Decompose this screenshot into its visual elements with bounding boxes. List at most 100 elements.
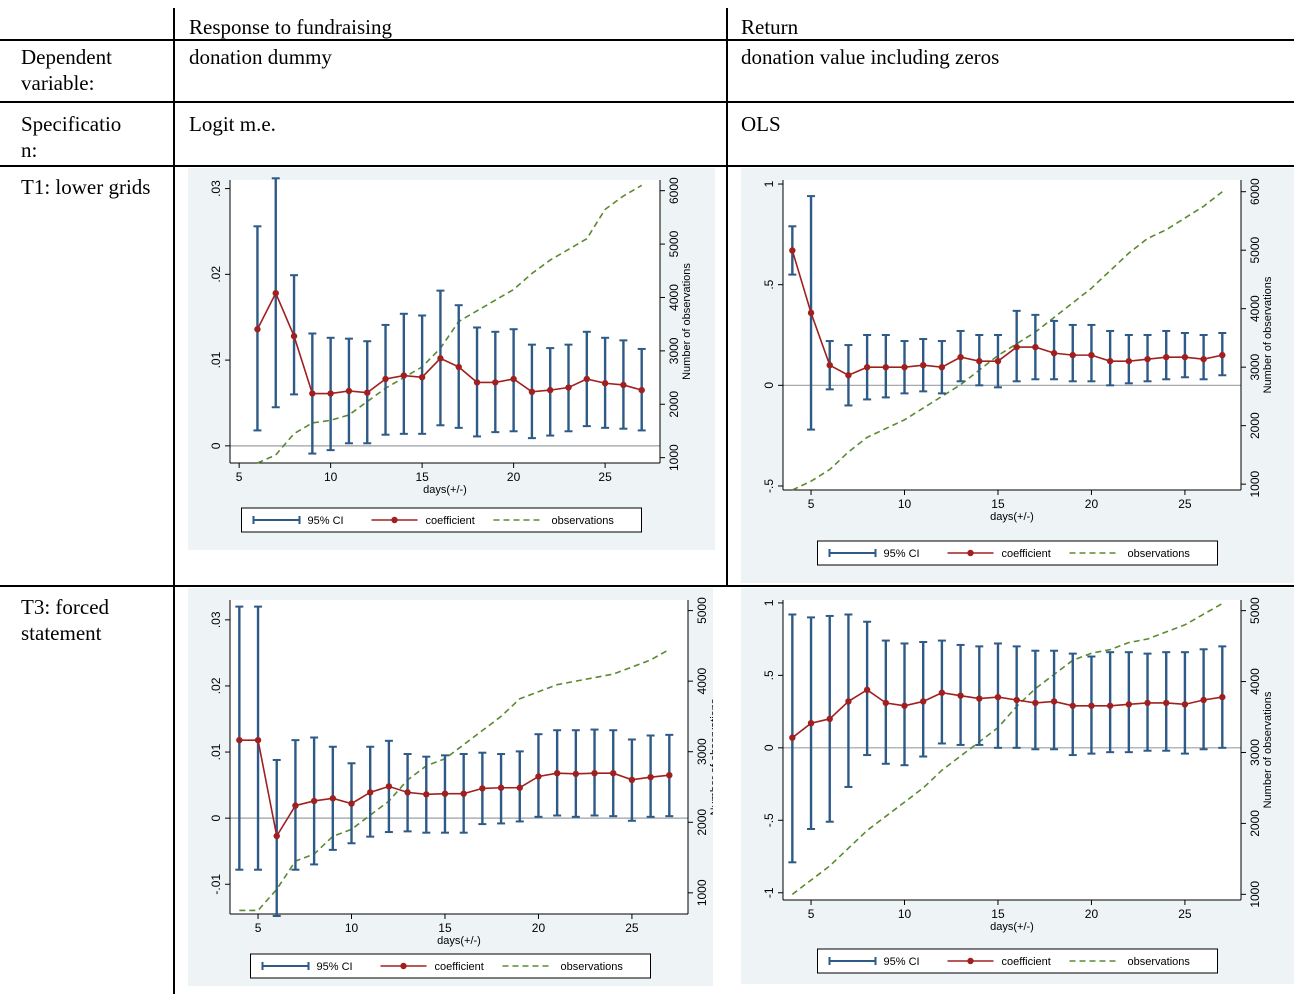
coefficient-point	[1088, 351, 1095, 359]
coefficient-point	[382, 375, 389, 383]
coefficient-point	[437, 355, 444, 362]
y-tick-label: .03	[209, 611, 223, 628]
coefficient-point	[1163, 699, 1170, 707]
y2-tick-label: 3000	[667, 337, 681, 364]
observations-series	[257, 184, 643, 464]
y2-tick-label: 1000	[1248, 470, 1262, 497]
dependent-variable-col3: donation value including zeros	[741, 45, 1000, 69]
x-tick-label: 25	[1178, 907, 1192, 921]
coefficient-point	[273, 832, 280, 840]
table-column-rule	[726, 8, 728, 585]
coefficient-point	[845, 698, 852, 705]
legend-coefficient-marker	[400, 962, 407, 970]
chart-t3-response-svg: -.01 0 .01 .02 .03 1000 2000 3000 4000 5000 Number…	[188, 588, 713, 986]
legend-label-coefficient: coefficient	[426, 515, 475, 527]
y2-tick-label: 3000	[1248, 739, 1262, 766]
coefficient-point	[1163, 353, 1170, 361]
coefficient-point	[920, 361, 927, 369]
coefficient-point	[920, 698, 927, 705]
coefficient-point	[789, 734, 796, 741]
y2-axis-title: Number of observations	[709, 698, 713, 815]
legend-box	[250, 953, 651, 979]
coefficient-point	[591, 769, 598, 777]
coefficient-point	[516, 784, 523, 791]
x-axis-title: days(+/-)	[423, 484, 467, 496]
y-tick-label: 0	[762, 382, 776, 389]
x-tick-label: 10	[898, 497, 912, 511]
coefficient-point	[535, 773, 542, 780]
coefficient-point	[1013, 696, 1020, 704]
legend-label-observations: observations	[552, 515, 615, 527]
plot-area	[230, 180, 660, 463]
legend-label-ci: 95% CI	[884, 548, 920, 560]
y2-tick-label: 1000	[1248, 881, 1262, 908]
y2-tick-label: 1000	[695, 879, 709, 906]
dependent-variable-col2: donation dummy	[189, 45, 332, 69]
coefficient-point	[1106, 702, 1114, 709]
x-tick-label: 10	[898, 907, 912, 921]
y-tick-label: 1	[762, 180, 776, 187]
chart-t3-return-svg: -1 -.5 0 .5 1 1000 2000 3000 4000 5000 Number of o…	[741, 588, 1294, 984]
y2-tick-label: 5000	[695, 597, 709, 624]
coefficient-point	[497, 784, 505, 791]
y2-tick-label: 4000	[667, 284, 681, 311]
y-tick-label: 0	[209, 814, 223, 821]
legend-box	[817, 948, 1218, 974]
coefficient-point	[310, 797, 318, 805]
coefficient-point	[863, 686, 871, 694]
coefficient-point	[327, 390, 334, 397]
x-axis-title: days(+/-)	[990, 921, 1034, 933]
specification-col2: Logit m.e.	[189, 112, 276, 136]
x-tick-label: 20	[1085, 907, 1099, 921]
y2-tick-label: 2000	[695, 809, 709, 836]
coefficient-point	[994, 693, 1002, 701]
coefficient-point	[901, 702, 908, 709]
coefficient-point	[807, 309, 815, 317]
coefficient-point	[290, 332, 298, 340]
x-axis-title: days(+/-)	[990, 511, 1034, 523]
y2-tick-label: 4000	[695, 667, 709, 694]
coefficient-point	[1125, 701, 1133, 708]
legend-coefficient-marker	[967, 957, 974, 965]
coefficient-point	[553, 769, 561, 777]
coefficient-point	[1219, 351, 1226, 359]
legend-label-observations: observations	[1128, 956, 1191, 968]
x-tick-label: 25	[1178, 497, 1192, 511]
coefficient-point	[1200, 355, 1207, 363]
coefficient-point	[957, 692, 964, 699]
x-tick-label: 20	[532, 921, 546, 935]
coefficient-point	[572, 770, 580, 778]
coefficient-point	[882, 364, 890, 371]
legend-box	[817, 540, 1218, 566]
table-rule	[0, 165, 1294, 167]
chart-t1-return-svg: -.5 0 .5 1 1000 2000 3000 4000 5000 6000 Number of…	[741, 168, 1294, 583]
y2-axis-title: Number of observations	[1262, 276, 1274, 393]
y2-axis-title: Number of observations	[1262, 691, 1274, 808]
coefficient-point	[976, 357, 983, 365]
coefficient-point	[789, 247, 796, 254]
coefficient-point	[254, 326, 261, 333]
coefficient-point	[1069, 702, 1076, 709]
y2-tick-label: 2000	[1248, 810, 1262, 837]
legend-label-coefficient: coefficient	[435, 961, 484, 973]
y-tick-label: 1	[762, 599, 776, 606]
y-tick-label: -.5	[762, 479, 776, 493]
y2-tick-label: 4000	[1248, 668, 1262, 695]
plot-area	[783, 180, 1241, 490]
chart-t1-response-svg: 0 .01 .02 .03 1000 2000 3000 4000 5000 6000 Number…	[188, 168, 715, 550]
y-tick-label: 0	[762, 744, 776, 751]
row-label-t3: T3: forced statement	[21, 595, 110, 645]
coefficient-point	[938, 364, 946, 371]
y-tick-label: -1	[762, 887, 776, 898]
chart-t3-return: -1 -.5 0 .5 1 1000 2000 3000 4000 5000 Number of o…	[741, 588, 1294, 984]
coefficient-point	[1013, 343, 1020, 351]
x-tick-label: 15	[438, 921, 452, 935]
coefficient-point	[882, 699, 890, 707]
coefficient-point	[364, 389, 371, 396]
row-label-t1: T1: lower grids	[21, 175, 151, 199]
y-tick-label: .01	[209, 743, 223, 760]
coefficient-point	[367, 789, 374, 796]
x-tick-label: 15	[415, 470, 429, 484]
coefficient-point	[404, 789, 411, 796]
coefficient-point	[345, 387, 353, 395]
